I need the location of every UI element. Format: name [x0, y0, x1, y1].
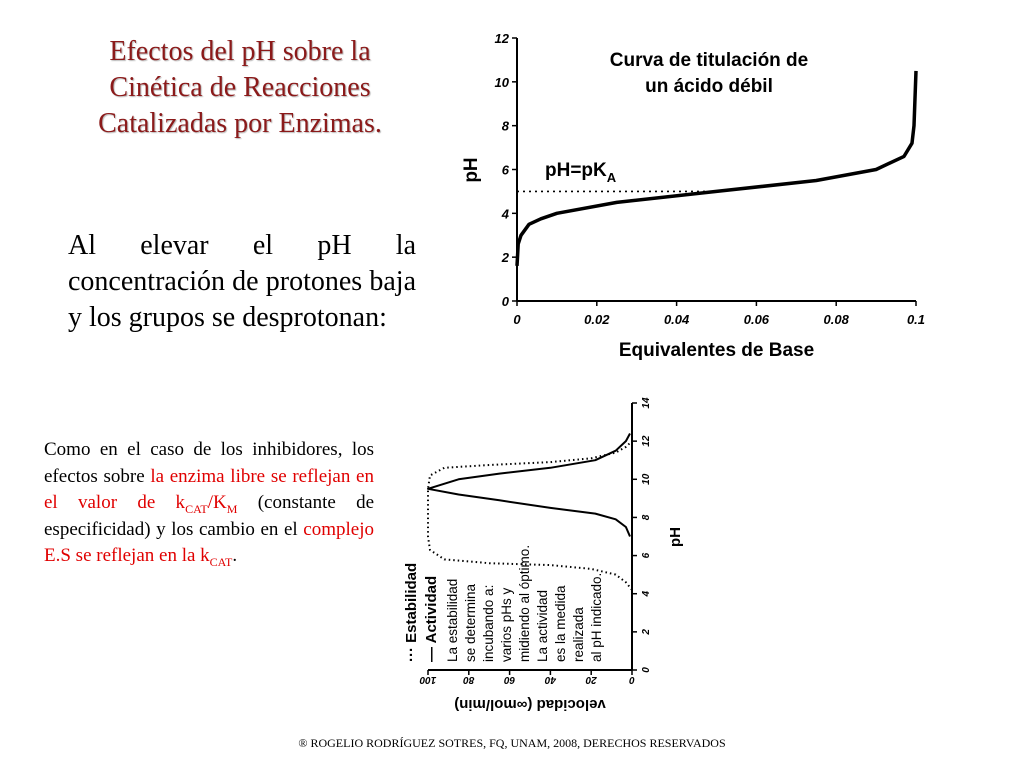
- y-axis-label: pH: [461, 157, 482, 182]
- legend-marker: ···: [403, 643, 420, 662]
- x-axis-label: Equivalentes de Base: [619, 340, 814, 361]
- pka-annotation-text: pH=pK: [545, 160, 607, 181]
- subscript-cat: CAT: [185, 501, 208, 516]
- ph-tick-label: 12: [641, 435, 652, 447]
- pka-annotation-sub: A: [607, 170, 617, 185]
- velocity-axis-label-part: mol/min): [454, 696, 517, 713]
- chart-title-line: un ácido débil: [645, 76, 773, 97]
- caption-line: realizada: [571, 607, 586, 662]
- highlight-es-complex: complejo E.S se reflejan en la k: [44, 518, 374, 567]
- legend-entry: — Actividad: [423, 576, 440, 662]
- y-tick-label: 6: [502, 163, 510, 178]
- ph-tick-label: 4: [641, 590, 652, 597]
- caption-line: al pH indicado.: [589, 573, 604, 662]
- caption-line: midiendo al óptimo.: [517, 545, 532, 662]
- velocity-tick-label: 100: [419, 674, 436, 685]
- x-tick-label: 0: [513, 312, 521, 327]
- velocity-tick-label: 0: [629, 674, 635, 685]
- slide-title: Efectos del pH sobre la Cinética de Reac…: [70, 34, 410, 142]
- velocity-tick-label: 80: [463, 674, 475, 685]
- velocity-axis-label-part: velocidad (: [527, 696, 605, 713]
- ph-tick-label: 0: [641, 667, 652, 673]
- paragraph-protons: Al elevar el pH la concentración de prot…: [68, 230, 416, 333]
- paragraph-kcat: Como en el caso de los inhibidores, los …: [44, 437, 374, 570]
- ph-tick-label: 10: [641, 473, 652, 485]
- velocity-tick-label: 60: [504, 674, 516, 685]
- velocity-tick-label: 40: [544, 674, 557, 685]
- caption-line: La actividad: [535, 590, 550, 662]
- x-tick-label: 0.02: [584, 312, 610, 327]
- y-tick-label: 4: [501, 206, 510, 221]
- titration-curve: [515, 70, 918, 266]
- y-tick-label: 0: [502, 294, 510, 309]
- title-line: Catalizadas por Enzimas.: [98, 108, 382, 139]
- highlight-free-enzyme: la enzima libre se reflejan en el valor …: [44, 465, 374, 514]
- caption-line: La estabilidad: [445, 579, 460, 662]
- text-segment: (constante de especificidad) y los cambi…: [44, 492, 374, 540]
- x-tick-label: 0.06: [744, 312, 770, 327]
- y-tick-label: 12: [495, 31, 510, 46]
- ph-tick-label: 14: [641, 397, 652, 409]
- legend-entry: ··· Estabilidad: [403, 563, 420, 662]
- subscript-cat: CAT: [209, 554, 233, 569]
- chart-title-line: Curva de titulación de: [610, 50, 808, 71]
- y-tick-label: 2: [501, 250, 510, 265]
- subscript-m: M: [226, 501, 238, 516]
- ph-tick-label: 2: [641, 629, 652, 636]
- x-tick-label: 0.08: [824, 312, 850, 327]
- legend-marker: —: [423, 643, 440, 662]
- velocity-tick-label: 20: [585, 674, 598, 685]
- caption-line: incubando a:: [481, 585, 496, 662]
- text-segment: .: [232, 545, 238, 566]
- velocity-axis-label: velocidad (∞mol/min): [454, 696, 606, 713]
- caption-line: es la medida: [553, 585, 568, 662]
- pka-annotation: pH=pKA: [545, 160, 617, 185]
- title-line: Cinética de Reacciones: [109, 72, 371, 103]
- highlight-km: /K: [207, 492, 227, 513]
- text-segment: Como en el caso de los inhibidores, los …: [44, 439, 374, 487]
- title-line: Efectos del pH sobre la: [109, 36, 371, 67]
- x-tick-label: 0.1: [907, 312, 925, 327]
- velocity-axis-label-part: ∞: [516, 696, 527, 713]
- caption-line: se determina: [463, 583, 478, 662]
- legend-label: Estabilidad: [403, 563, 420, 643]
- y-tick-label: 8: [502, 119, 510, 134]
- legend-label: Actividad: [423, 576, 440, 644]
- ph-tick-label: 8: [641, 514, 652, 520]
- caption-line: varios pHs y: [499, 587, 514, 662]
- ph-axis-label: pH: [667, 527, 684, 547]
- activity-curve: [427, 433, 631, 537]
- x-tick-label: 0.04: [664, 312, 690, 327]
- ph-tick-label: 6: [641, 552, 652, 558]
- y-tick-label: 10: [495, 75, 510, 90]
- copyright-footer: ® ROGELIO RODRÍGUEZ SOTRES, FQ, UNAM, 20…: [298, 736, 726, 750]
